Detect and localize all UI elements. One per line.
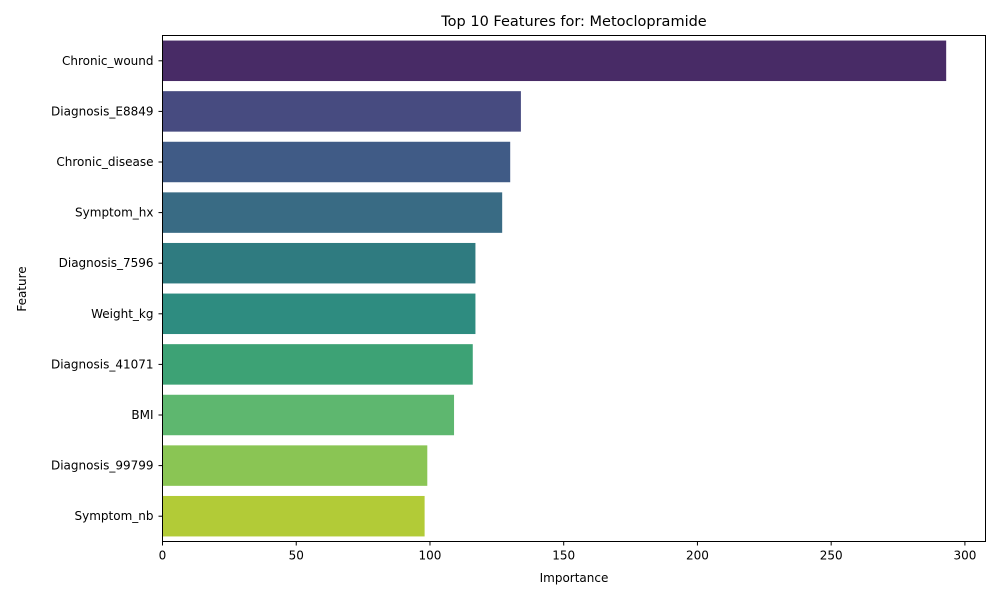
bar-diagnosis-e8849 xyxy=(162,91,521,132)
x-tick-label: 100 xyxy=(419,549,442,563)
chart-title: Top 10 Features for: Metoclopramide xyxy=(440,14,707,30)
bar-symptom-nb xyxy=(162,495,425,537)
x-tick-label: 150 xyxy=(552,549,575,563)
y-tick-label: Chronic_disease xyxy=(56,155,153,169)
bar-chronic-wound xyxy=(162,40,947,82)
x-axis-ticks: 0 50 100 150 200 250 300 xyxy=(159,541,976,563)
x-tick-label: 250 xyxy=(820,549,843,563)
x-tick-label: 0 xyxy=(159,549,167,563)
x-tick-label: 300 xyxy=(953,549,976,563)
bar-diagnosis-41071 xyxy=(162,344,473,385)
bar-symptom-hx xyxy=(162,192,503,233)
bar-diagnosis-7596 xyxy=(162,242,476,284)
bar-weight-kg xyxy=(162,293,476,335)
y-axis-label: Feature xyxy=(15,266,29,311)
x-tick-label: 50 xyxy=(289,549,304,563)
y-tick-label: Diagnosis_E8849 xyxy=(51,104,153,118)
bar-diagnosis-99799 xyxy=(162,445,428,486)
bars-group xyxy=(162,40,947,537)
y-tick-label: Symptom_nb xyxy=(75,509,154,523)
y-tick-label: Diagnosis_7596 xyxy=(59,256,154,270)
x-axis-label: Importance xyxy=(540,571,609,585)
y-tick-label: Diagnosis_99799 xyxy=(51,459,154,473)
y-tick-label: Chronic_wound xyxy=(62,54,154,68)
plot-frame xyxy=(162,35,986,542)
bar-chronic-disease xyxy=(162,141,511,183)
y-axis-ticks: Chronic_wound Diagnosis_E8849 Chronic_dise… xyxy=(51,54,163,523)
x-tick-label: 200 xyxy=(686,549,709,563)
y-tick-label: Symptom_hx xyxy=(75,206,153,220)
y-tick-label: Diagnosis_41071 xyxy=(51,357,154,371)
y-tick-label: BMI xyxy=(131,408,153,422)
y-tick-label: Weight_kg xyxy=(91,307,153,321)
bar-bmi xyxy=(162,394,455,436)
